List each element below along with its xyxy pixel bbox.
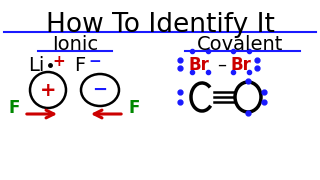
Text: Li: Li — [28, 56, 44, 75]
Text: F: F — [128, 99, 140, 117]
Text: Br: Br — [188, 56, 209, 74]
Text: Br: Br — [230, 56, 251, 74]
Text: +: + — [40, 80, 56, 100]
Text: Covalent: Covalent — [197, 35, 283, 54]
Text: −: − — [92, 81, 108, 99]
Text: −: − — [88, 54, 101, 69]
Text: Ionic: Ionic — [52, 35, 98, 54]
Text: How To Identify It: How To Identify It — [45, 12, 275, 38]
Text: F: F — [8, 99, 20, 117]
Text: +: + — [52, 54, 65, 69]
Text: –: – — [217, 56, 226, 74]
Text: F: F — [74, 56, 85, 75]
